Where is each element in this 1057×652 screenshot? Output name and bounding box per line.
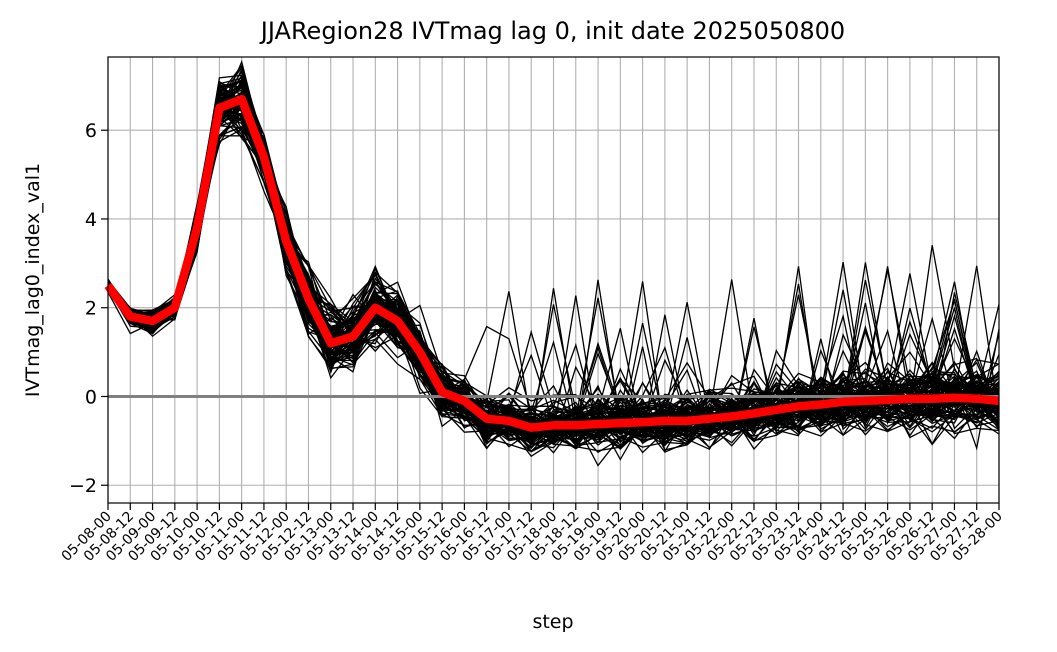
- x-axis-label: step: [532, 611, 573, 633]
- ensemble-mean-layer: [104, 94, 1000, 432]
- y-tick-label: 4: [85, 209, 97, 231]
- y-tick-label: −2: [69, 475, 97, 497]
- y-tick-label: 0: [85, 386, 97, 408]
- y-tick-label: 2: [85, 298, 97, 320]
- y-tick-label: 6: [85, 120, 97, 142]
- ensemble-mean-line: [104, 94, 1000, 432]
- chart-title: JJARegion28 IVTmag lag 0, init date 2025…: [259, 17, 845, 45]
- y-axis-label: IVTmag_lag0_index_val1: [22, 163, 44, 397]
- axis-ticks: −2024605-08-0005-08-1205-09-0005-09-1205…: [59, 120, 1006, 565]
